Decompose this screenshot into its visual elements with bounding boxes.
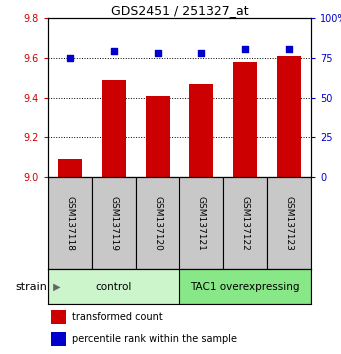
Text: GSM137118: GSM137118 xyxy=(65,195,74,251)
Bar xyxy=(146,96,169,177)
Text: transformed count: transformed count xyxy=(72,312,162,322)
Text: strain: strain xyxy=(15,281,47,291)
Text: GSM137122: GSM137122 xyxy=(241,196,250,250)
Bar xyxy=(179,269,311,304)
Point xyxy=(111,48,117,53)
Bar xyxy=(92,177,136,269)
Bar xyxy=(48,269,179,304)
Text: GSM137119: GSM137119 xyxy=(109,195,118,251)
Text: percentile rank within the sample: percentile rank within the sample xyxy=(72,334,237,344)
Bar xyxy=(189,84,213,177)
Bar xyxy=(48,177,92,269)
Point xyxy=(155,50,160,56)
Point xyxy=(67,55,73,61)
Bar xyxy=(223,177,267,269)
Bar xyxy=(277,56,301,177)
Bar xyxy=(267,177,311,269)
Bar xyxy=(233,62,257,177)
Point xyxy=(199,50,204,56)
Bar xyxy=(102,80,126,177)
Text: GSM137121: GSM137121 xyxy=(197,195,206,250)
Text: GSM137120: GSM137120 xyxy=(153,195,162,250)
Point xyxy=(242,47,248,52)
Point xyxy=(286,47,292,52)
Bar xyxy=(179,177,223,269)
Text: ▶: ▶ xyxy=(50,281,61,291)
Text: control: control xyxy=(95,281,132,291)
Bar xyxy=(58,159,82,177)
Bar xyxy=(50,310,66,324)
Text: TAC1 overexpressing: TAC1 overexpressing xyxy=(191,281,300,291)
Text: GSM137123: GSM137123 xyxy=(285,195,294,250)
Bar xyxy=(50,332,66,346)
Bar xyxy=(136,177,179,269)
Title: GDS2451 / 251327_at: GDS2451 / 251327_at xyxy=(111,4,248,17)
